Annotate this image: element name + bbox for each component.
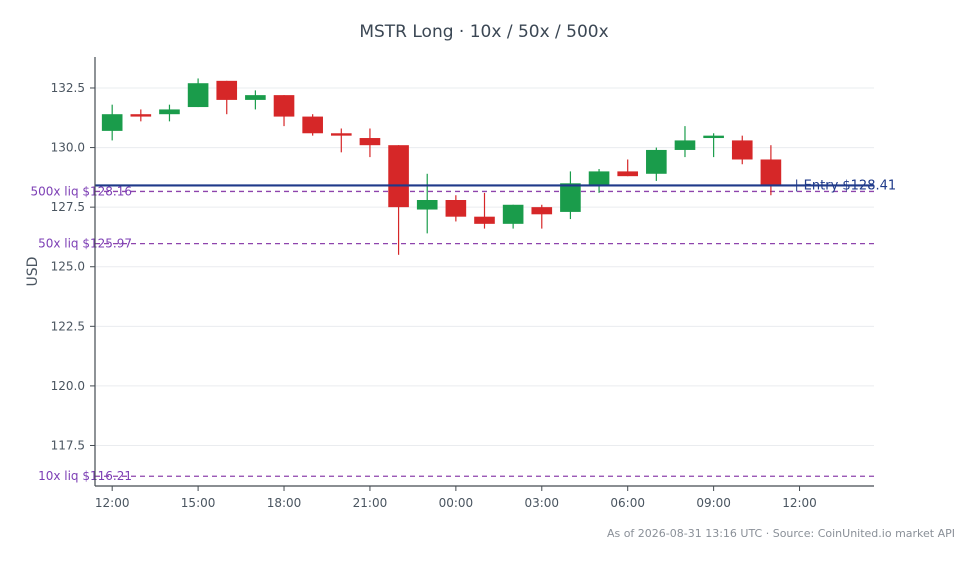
x-tick-label: 15:00 (181, 496, 216, 510)
candle (245, 90, 266, 110)
candle-body (474, 216, 495, 224)
candle-body (330, 133, 352, 136)
candle (330, 128, 352, 153)
candle (445, 195, 467, 222)
candle (502, 204, 524, 229)
candle-body (588, 171, 610, 186)
entry-level: Entry $128.41 (95, 178, 896, 193)
candle (731, 135, 753, 165)
y-tick-label: 127.5 (51, 200, 85, 214)
candle-body (416, 200, 438, 210)
candle (416, 173, 438, 234)
liq-label: 10x liq $116.21 (38, 469, 132, 483)
y-tick-label: 132.5 (51, 81, 85, 95)
x-tick-label: 09:00 (696, 496, 731, 510)
candle (588, 169, 610, 193)
candle (703, 133, 724, 158)
y-tick-label: 122.5 (51, 319, 85, 333)
candle (674, 126, 696, 158)
candle-body (560, 183, 581, 212)
x-tick-label: 03:00 (524, 496, 559, 510)
candle-body (502, 204, 524, 224)
candle-body (159, 109, 180, 115)
liquidation-levels: 500x liq $128.16 50x liq $125.97 10x liq $… (30, 184, 874, 483)
liq-label: 500x liq $128.16 (30, 184, 132, 198)
candle (130, 109, 152, 122)
candle (388, 145, 409, 255)
y-tick-label: 117.5 (51, 438, 85, 452)
footer-note: As of 2026-08-31 13:16 UTC · Source: Coi… (607, 527, 955, 540)
x-tick-label: 21:00 (353, 496, 388, 510)
entry-label: Entry $128.41 (804, 178, 896, 193)
candle-body (216, 80, 238, 100)
chart-title: MSTR Long · 10x / 50x / 500x (359, 22, 608, 42)
candle-body (703, 135, 724, 139)
candle-body (388, 145, 409, 208)
candle (474, 192, 495, 229)
candle-body (445, 200, 467, 217)
candle (216, 80, 238, 115)
candle-body (731, 140, 753, 160)
candle-body (273, 95, 295, 117)
candle (617, 159, 639, 177)
grid-layer (95, 87, 874, 446)
candle-body (245, 95, 266, 100)
candle-body (302, 116, 323, 134)
candle-body (674, 140, 696, 150)
candle (760, 145, 782, 196)
x-tick-label: 06:00 (610, 496, 645, 510)
candle (101, 104, 123, 141)
candle-body (130, 114, 152, 117)
y-tick-label: 130.0 (51, 141, 85, 155)
candle (273, 95, 295, 127)
candle (560, 171, 581, 220)
candle-body (359, 138, 381, 146)
y-tick-label: 120.0 (51, 379, 85, 393)
candle (302, 114, 323, 136)
y-axis-label: USD (25, 257, 41, 287)
y-tick-label: 125.0 (51, 260, 85, 274)
x-tick-label: 00:00 (439, 496, 474, 510)
liq-label: 50x liq $125.97 (38, 237, 132, 251)
x-tick-label: 12:00 (782, 496, 817, 510)
axes: 117.5 120.0 122.5 125.0 127.5 130.0 132.5 12:00… (51, 57, 874, 510)
candle-body (101, 114, 123, 131)
candle-body (617, 171, 639, 177)
candle-body (646, 149, 667, 174)
candle (159, 104, 180, 122)
candle (187, 78, 209, 108)
x-tick-label: 12:00 (95, 496, 130, 510)
candle (531, 204, 553, 229)
candles (101, 78, 782, 255)
x-tick-label: 18:00 (267, 496, 302, 510)
candle (359, 128, 381, 158)
candle-body (187, 83, 209, 108)
candle-body (760, 159, 782, 186)
candle (646, 147, 667, 181)
candle-body (531, 207, 553, 215)
